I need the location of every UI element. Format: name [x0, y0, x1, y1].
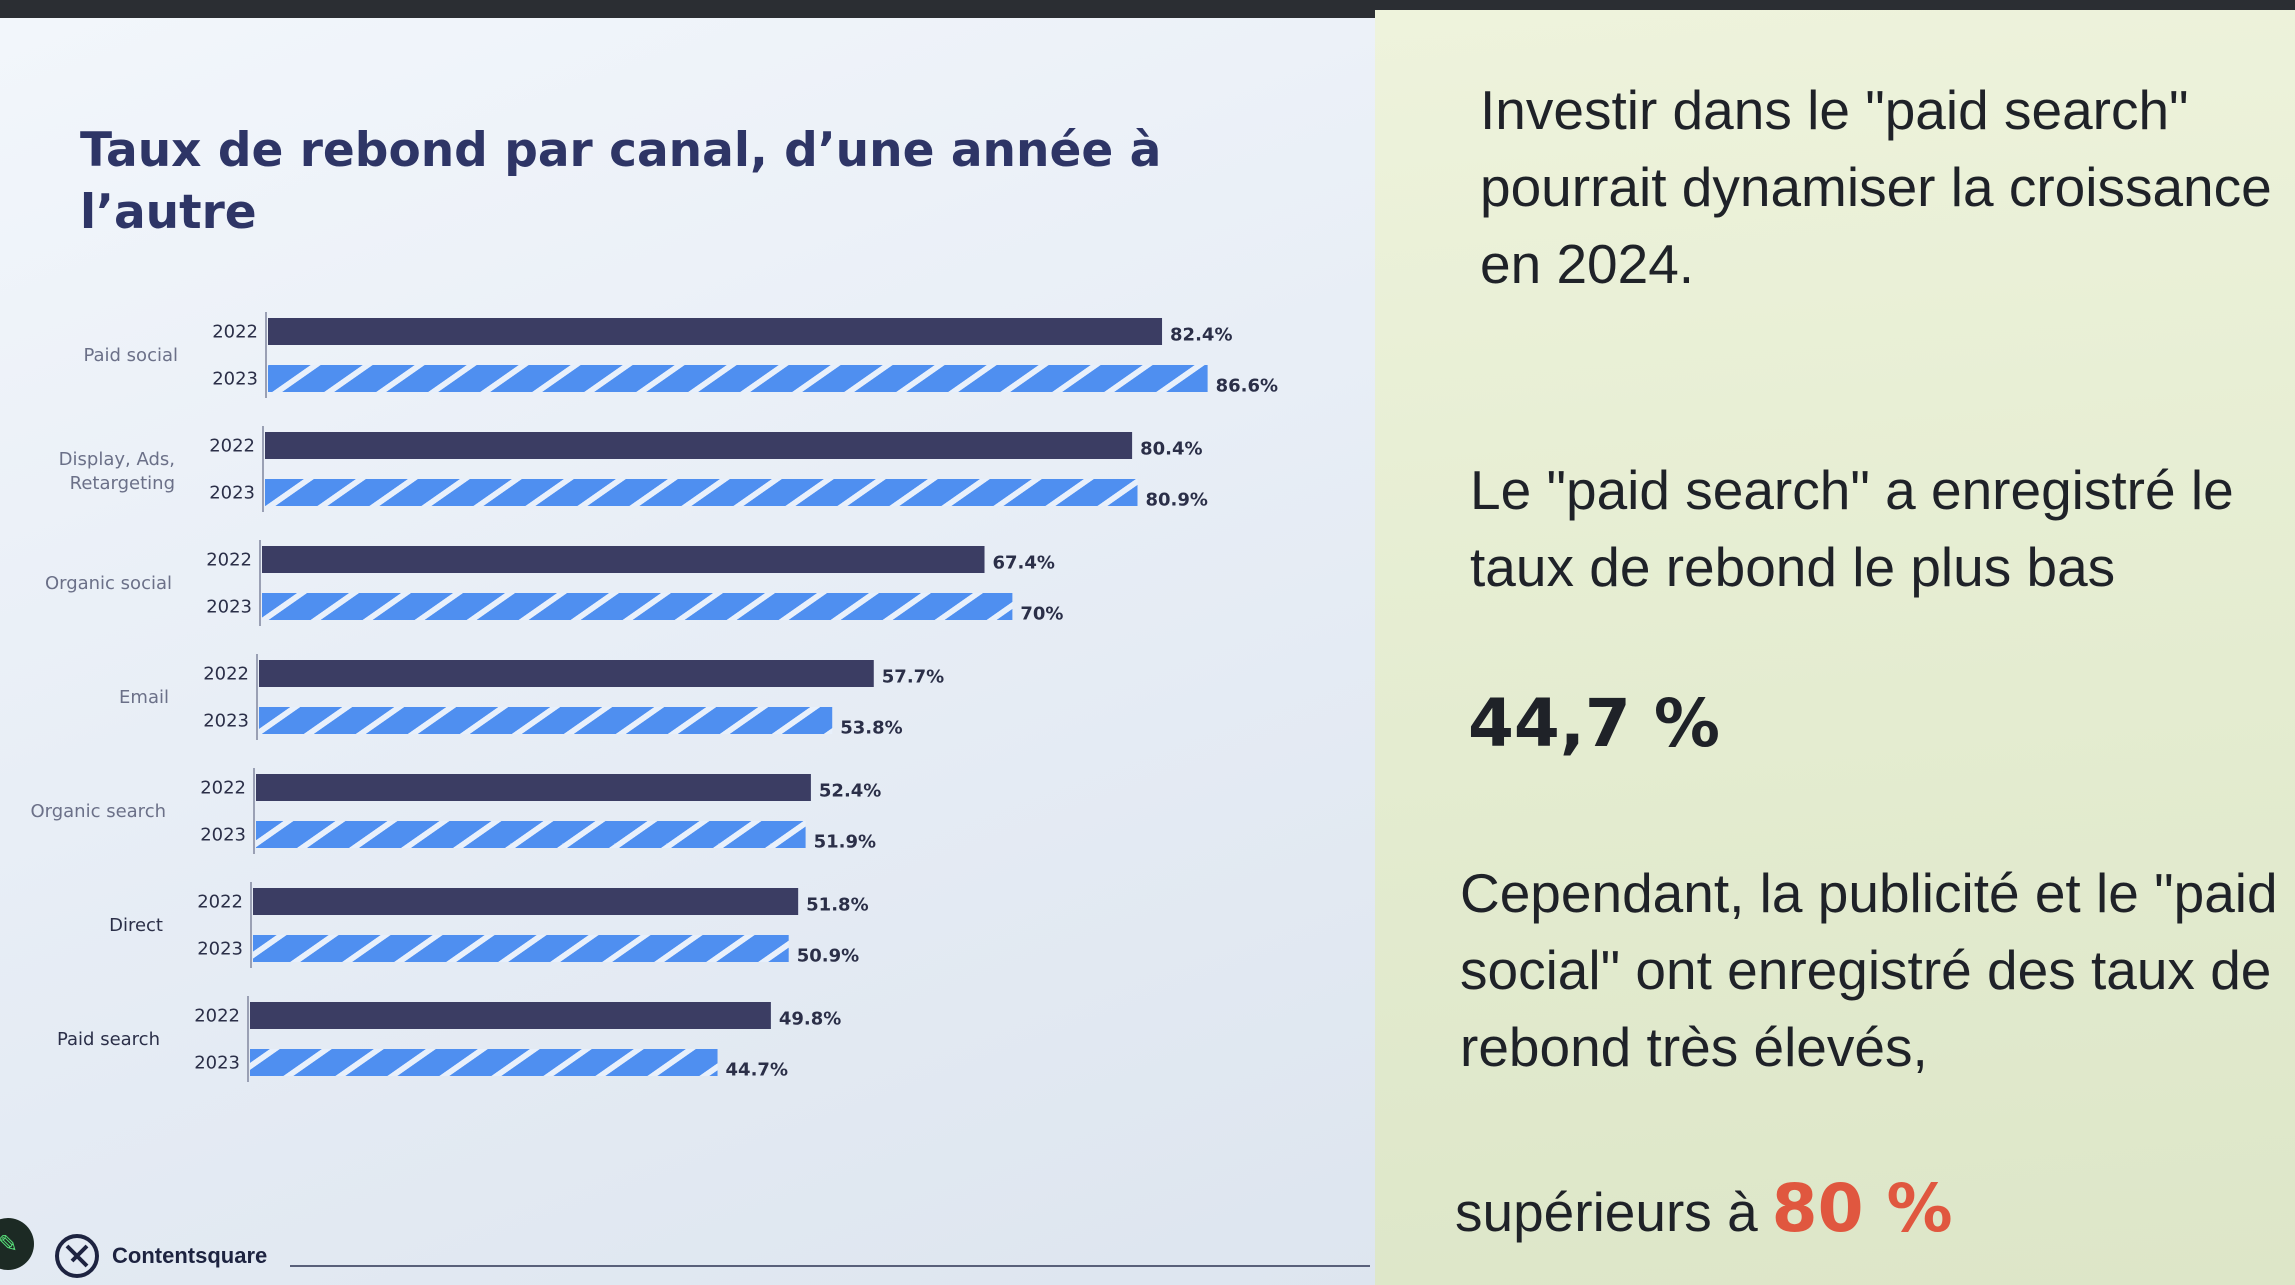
year-label: 2022 [212, 322, 258, 343]
bar-2023 [262, 593, 1013, 620]
year-label: 2022 [206, 550, 252, 571]
value-label: 57.7% [882, 667, 944, 688]
category-label: Organic search [30, 801, 166, 822]
chart-title: Taux de rebond par canal, d’une année à … [80, 123, 1162, 240]
bar-2022 [253, 888, 799, 915]
year-label: 2023 [197, 939, 243, 960]
value-label: 49.8% [779, 1009, 841, 1030]
bar-2023 [256, 821, 806, 848]
year-label: 2022 [209, 436, 255, 457]
bar-2023 [268, 365, 1208, 392]
bar-2022 [256, 774, 811, 801]
brand-name: Contentsquare [112, 1243, 268, 1268]
year-label: 2023 [194, 1053, 240, 1074]
value-label: 67.4% [993, 553, 1055, 574]
high-rate-text: Cependant, la publicité et le "paid soci… [1460, 862, 2278, 1078]
year-label: 2023 [212, 369, 258, 390]
lowest-rate-text: Le "paid search" a enregistré le taux de… [1470, 459, 2234, 598]
year-label: 2022 [203, 664, 249, 685]
value-label: 53.8% [840, 718, 902, 739]
value-label: 51.9% [814, 832, 876, 853]
category-label: Paid social [83, 345, 178, 366]
value-label: 80.9% [1145, 490, 1207, 511]
year-label: 2023 [206, 597, 252, 618]
contentsquare-logo-icon [55, 1234, 99, 1278]
bar-2022 [250, 1002, 771, 1029]
year-label: 2022 [194, 1006, 240, 1027]
intro-text: Investir dans le "paid search" pourrait … [1480, 79, 2272, 295]
category-label: Paid search [57, 1029, 160, 1050]
category-label: Direct [109, 915, 163, 936]
value-label: 86.6% [1216, 376, 1278, 397]
category-label: Organic social [45, 573, 172, 594]
bar-2022 [262, 546, 985, 573]
high-rate-line: supérieurs à 80 % [1455, 1170, 1953, 1247]
brand-footer: Contentsquare [52, 1228, 267, 1284]
category-label: Email [119, 687, 169, 708]
footer-divider [290, 1265, 1370, 1267]
bar-2022 [265, 432, 1133, 459]
bar-2022 [268, 318, 1163, 345]
bar-2023 [253, 935, 789, 962]
text-panel [1375, 10, 2295, 1285]
year-label: 2022 [197, 892, 243, 913]
high-rate-value: 80 % [1771, 1170, 1953, 1247]
year-label: 2023 [209, 483, 255, 504]
value-label: 50.9% [797, 946, 859, 967]
value-label: 80.4% [1140, 439, 1202, 460]
bar-2022 [259, 660, 874, 687]
lowest-rate-value: 44,7 % [1468, 685, 1720, 762]
value-label: 44.7% [726, 1060, 788, 1081]
value-label: 51.8% [806, 895, 868, 916]
category-label: Display, Ads, Retargeting [59, 449, 175, 494]
value-label: 82.4% [1170, 325, 1232, 346]
bar-2023 [259, 707, 833, 734]
year-label: 2023 [200, 825, 246, 846]
year-label: 2023 [203, 711, 249, 732]
value-label: 70% [1020, 604, 1063, 625]
bar-chart: Paid social 2022 82.4% 2023 86.6% Display, Ad… [30, 312, 1278, 1082]
value-label: 52.4% [819, 781, 881, 802]
bar-2023 [250, 1049, 718, 1076]
bar-2023 [265, 479, 1138, 506]
high-rate-tail: supérieurs à [1455, 1181, 1758, 1243]
year-label: 2022 [200, 778, 246, 799]
